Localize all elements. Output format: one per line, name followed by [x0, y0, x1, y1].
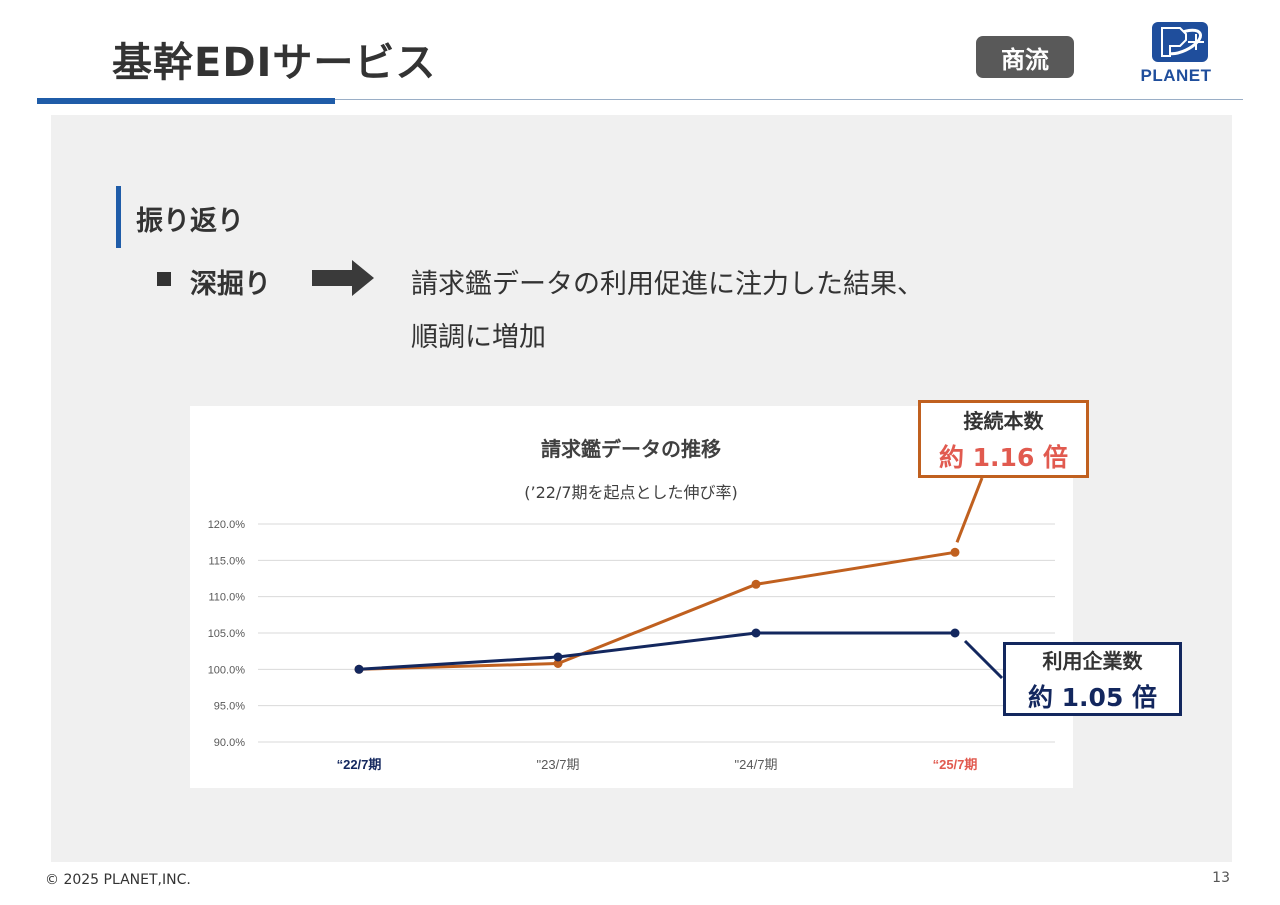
chart-canvas: 請求鑑データの推移 (’22/7期を起点とした伸び率) 90.0% 95.0% 100.…	[208, 437, 1055, 772]
planet-logo-icon	[1152, 22, 1208, 62]
y-tick-label: 105.0%	[208, 628, 246, 640]
planet-logo: PLANET	[1126, 22, 1226, 85]
y-tick-label: 115.0%	[209, 555, 246, 567]
category-badge: 商流	[976, 36, 1074, 78]
data-point-series-2	[553, 652, 563, 662]
connections-callout: 接続本数 約 1.16 倍	[918, 400, 1089, 478]
companies-callout-label: 利用企業数	[1042, 648, 1143, 673]
logo-text: PLANET	[1140, 66, 1212, 85]
y-tick-label: 110.0%	[209, 592, 246, 604]
y-tick-label: 100.0%	[208, 664, 246, 676]
connections-leader-line	[955, 477, 984, 543]
connections-callout-value: 約 1.16 倍	[938, 442, 1069, 472]
page-title: 基幹EDIサービス	[112, 40, 437, 86]
x-tick-label: "24/7期	[735, 757, 778, 772]
y-tick-label: 120.0%	[208, 519, 246, 531]
description-line-2: 順調に増加	[411, 322, 546, 353]
companies-callout-value: 約 1.05 倍	[1027, 682, 1158, 712]
connections-callout-label: 接続本数	[963, 408, 1044, 433]
copyright: © 2025 PLANET,INC.	[45, 872, 191, 888]
data-point-series-1	[553, 659, 563, 668]
data-point-series-2	[354, 664, 364, 674]
data-point-series-2	[751, 628, 761, 638]
right-arrow-icon	[312, 260, 374, 296]
description-line-1: 請求鑑データの利用促進に注力した結果、	[411, 269, 924, 300]
header-divider	[37, 99, 1243, 100]
data-point-series-1	[751, 579, 761, 589]
bullet-square-icon	[157, 272, 171, 286]
header-accent-bar	[37, 98, 335, 104]
y-tick-label: 95.0%	[214, 701, 245, 713]
section-marker	[116, 186, 121, 248]
section-title: 振り返り	[136, 206, 244, 237]
y-tick-label: 90.0%	[214, 737, 245, 749]
description: 請求鑑データの利用促進に注力した結果、 順調に増加	[411, 258, 924, 364]
bullet-label: 深掘り	[190, 269, 271, 300]
companies-callout: 利用企業数 約 1.05 倍	[1003, 642, 1182, 716]
x-tick-label: “22/7期	[337, 757, 382, 772]
data-point-series-2	[950, 628, 960, 638]
x-tick-label: “25/7期	[933, 757, 978, 772]
data-point-series-1	[950, 547, 960, 557]
companies-leader-line	[963, 639, 1004, 680]
series-line-2	[358, 631, 955, 671]
series-line-1	[358, 550, 956, 671]
page-number: 13	[1212, 870, 1230, 886]
chart-subtitle: (’22/7期を起点とした伸び率)	[524, 483, 738, 502]
x-tick-label: "23/7期	[537, 757, 580, 772]
chart-title: 請求鑑データの推移	[541, 437, 721, 461]
